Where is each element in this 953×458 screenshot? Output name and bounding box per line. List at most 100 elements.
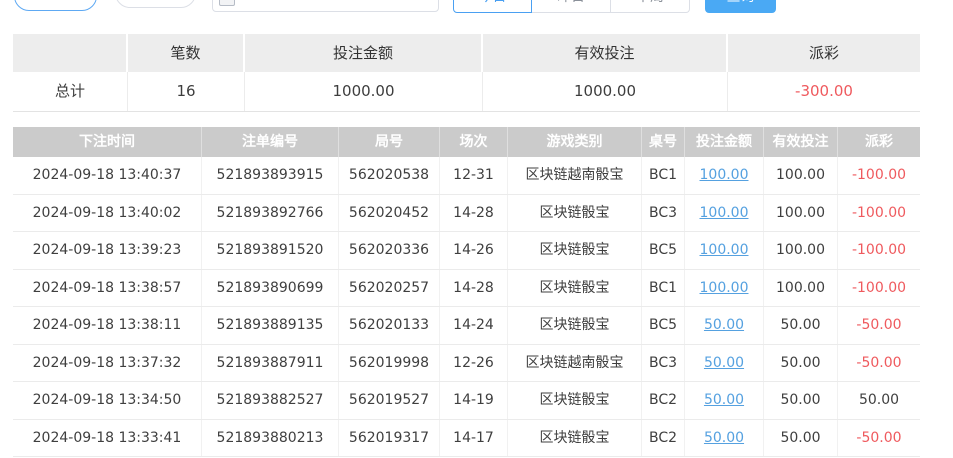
valid-bet-cell: 100.00 xyxy=(764,232,838,269)
table-row: 2024-09-18 13:34:50 521893882527 5620195… xyxy=(13,382,920,420)
order-id-cell: 521893892766 xyxy=(202,194,339,231)
bet-amount-link-cell: 50.00 xyxy=(685,344,764,381)
header-game-type: 游戏类别 xyxy=(508,127,642,157)
valid-bet-cell: 50.00 xyxy=(764,419,838,456)
payout-cell: -100.00 xyxy=(851,204,907,221)
header-bet-amount: 投注金额 xyxy=(685,127,764,157)
table-row: 2024-09-18 13:37:32 521893887911 5620199… xyxy=(13,344,920,382)
table-row: 2024-09-18 13:33:41 521893880213 5620193… xyxy=(13,419,920,457)
session-cell: 14-19 xyxy=(440,382,508,419)
records-body: 2024-09-18 13:40:37 521893893915 5620205… xyxy=(13,157,920,457)
segment-today[interactable]: 今日 xyxy=(453,0,532,13)
bet-amount-link-cell: 100.00 xyxy=(685,157,764,194)
bet-time-cell: 2024-09-18 13:38:11 xyxy=(13,307,202,344)
bet-time-cell: 2024-09-18 13:37:32 xyxy=(13,344,202,381)
payout-cell: 50.00 xyxy=(858,392,900,408)
summary-total-payout: -300.00 xyxy=(795,82,853,100)
session-cell: 12-26 xyxy=(440,344,508,381)
table-no-cell: BC3 xyxy=(642,194,685,231)
table-no-cell: BC1 xyxy=(642,157,685,194)
search-button[interactable]: 查询 xyxy=(705,0,776,13)
filter-toolbar: 今日 昨日 本周 查询 xyxy=(0,0,953,14)
bet-time-cell: 2024-09-18 13:40:37 xyxy=(13,157,202,194)
bet-amount-link[interactable]: 50.00 xyxy=(703,317,745,333)
session-cell: 14-28 xyxy=(440,194,508,231)
table-row: 2024-09-18 13:39:23 521893891520 5620203… xyxy=(13,232,920,270)
table-no-cell: BC5 xyxy=(642,307,685,344)
bet-amount-link-cell: 50.00 xyxy=(685,419,764,456)
payout-cell: -100.00 xyxy=(851,279,907,296)
bet-amount-link[interactable]: 100.00 xyxy=(699,279,749,296)
bet-amount-link[interactable]: 100.00 xyxy=(699,167,749,183)
header-order-id: 注单编号 xyxy=(202,127,339,157)
table-row: 2024-09-18 13:40:02 521893892766 5620204… xyxy=(13,194,920,232)
table-no-cell: BC3 xyxy=(642,344,685,381)
bet-records-table: 下注时间 注单编号 局号 场次 游戏类别 桌号 投注金额 有效投注 派彩 202… xyxy=(13,127,920,457)
summary-header-valid-bet: 有效投注 xyxy=(483,34,728,72)
bet-amount-link-cell: 50.00 xyxy=(685,382,764,419)
valid-bet-cell: 50.00 xyxy=(764,307,838,344)
table-no-cell: BC1 xyxy=(642,269,685,306)
payout-cell: -50.00 xyxy=(856,354,902,371)
game-type-cell: 区块链越南骰宝 xyxy=(508,344,642,381)
filter-dropdown-button[interactable] xyxy=(14,0,97,11)
bet-time-cell: 2024-09-18 13:39:23 xyxy=(13,232,202,269)
order-id-cell: 521893890699 xyxy=(202,269,339,306)
bet-amount-link[interactable]: 100.00 xyxy=(699,242,749,258)
order-id-cell: 521893887911 xyxy=(202,344,339,381)
summary-header-count: 笔数 xyxy=(128,34,245,72)
summary-header-bet-amount: 投注金额 xyxy=(245,34,483,72)
date-quick-select-group: 今日 昨日 本周 xyxy=(453,0,690,13)
round-no-cell: 562020257 xyxy=(339,269,440,306)
bet-amount-link-cell: 100.00 xyxy=(685,269,764,306)
secondary-dropdown-button[interactable] xyxy=(115,0,196,8)
table-row: 2024-09-18 13:40:37 521893893915 5620205… xyxy=(13,157,920,195)
bet-amount-link-cell: 100.00 xyxy=(685,232,764,269)
summary-header-row: 笔数 投注金额 有效投注 派彩 xyxy=(13,34,920,72)
session-cell: 12-31 xyxy=(440,157,508,194)
session-cell: 14-28 xyxy=(440,269,508,306)
header-round-no: 局号 xyxy=(339,127,440,157)
table-row: 2024-09-18 13:38:11 521893889135 5620201… xyxy=(13,307,920,345)
summary-total-count: 16 xyxy=(128,72,245,111)
session-cell: 14-24 xyxy=(440,307,508,344)
bet-amount-link[interactable]: 100.00 xyxy=(699,204,749,221)
header-payout: 派彩 xyxy=(865,134,893,150)
valid-bet-cell: 50.00 xyxy=(764,382,838,419)
calendar-icon xyxy=(219,0,235,6)
game-type-cell: 区块链骰宝 xyxy=(508,269,642,306)
order-id-cell: 521893882527 xyxy=(202,382,339,419)
date-range-input[interactable] xyxy=(212,0,439,12)
segment-yesterday[interactable]: 昨日 xyxy=(532,0,611,13)
payout-cell: -100.00 xyxy=(851,167,907,183)
header-session: 场次 xyxy=(440,127,508,157)
header-bet-time: 下注时间 xyxy=(13,127,202,157)
segment-week[interactable]: 本周 xyxy=(611,0,690,13)
bet-amount-link-cell: 100.00 xyxy=(685,194,764,231)
valid-bet-cell: 50.00 xyxy=(764,344,838,381)
summary-total-bet-amount: 1000.00 xyxy=(245,72,483,111)
bet-time-cell: 2024-09-18 13:33:41 xyxy=(13,419,202,456)
summary-total-label: 总计 xyxy=(13,72,128,111)
bet-time-cell: 2024-09-18 13:34:50 xyxy=(13,382,202,419)
round-no-cell: 562020452 xyxy=(339,194,440,231)
payout-cell: -50.00 xyxy=(856,317,902,333)
header-table-no: 桌号 xyxy=(642,127,685,157)
game-type-cell: 区块链骰宝 xyxy=(508,194,642,231)
payout-cell: -50.00 xyxy=(856,429,902,446)
bet-amount-link-cell: 50.00 xyxy=(685,307,764,344)
valid-bet-cell: 100.00 xyxy=(764,157,838,194)
round-no-cell: 562020538 xyxy=(339,157,440,194)
table-row: 2024-09-18 13:38:57 521893890699 5620202… xyxy=(13,269,920,307)
table-no-cell: BC2 xyxy=(642,419,685,456)
bet-amount-link[interactable]: 50.00 xyxy=(703,354,745,371)
game-type-cell: 区块链骰宝 xyxy=(508,382,642,419)
summary-header-blank xyxy=(13,34,128,72)
game-type-cell: 区块链骰宝 xyxy=(508,419,642,456)
bet-amount-link[interactable]: 50.00 xyxy=(703,429,745,446)
summary-header-payout: 派彩 xyxy=(728,34,920,72)
order-id-cell: 521893880213 xyxy=(202,419,339,456)
round-no-cell: 562019998 xyxy=(339,344,440,381)
bet-amount-link[interactable]: 50.00 xyxy=(703,392,745,408)
